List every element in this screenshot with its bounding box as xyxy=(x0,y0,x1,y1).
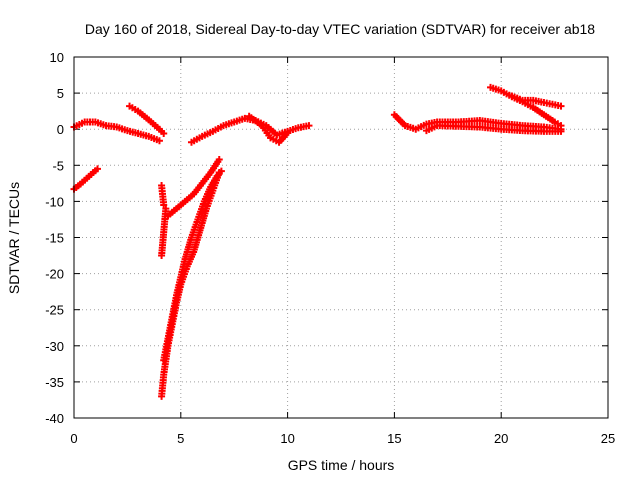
y-tick-label: -5 xyxy=(52,158,64,173)
y-tick-label: -25 xyxy=(45,303,64,318)
axis-ticks: 0 5 10 15 20 25 -40 -35 -30 -25 -20 -15 -10 -5 0 5 10 xyxy=(45,50,615,446)
y-tick-label: -35 xyxy=(45,375,64,390)
y-tick-label: -20 xyxy=(45,267,64,282)
x-axis-label: GPS time / hours xyxy=(288,457,395,473)
y-tick-label: -15 xyxy=(45,231,64,246)
series-upper-band-a xyxy=(70,118,163,145)
y-tick-label: -30 xyxy=(45,339,64,354)
y-tick-label: 0 xyxy=(57,122,64,137)
plot-frame xyxy=(73,56,609,419)
data-point xyxy=(93,165,101,173)
chart-title: Day 160 of 2018, Sidereal Day-to-day VTE… xyxy=(85,21,595,37)
grid xyxy=(74,57,608,418)
series-upper-band-c xyxy=(187,114,313,146)
data-marks xyxy=(70,83,565,400)
x-tick-label: 10 xyxy=(280,431,294,446)
x-tick-label: 5 xyxy=(177,431,184,446)
data-point xyxy=(305,122,313,130)
data-point xyxy=(158,252,166,260)
data-point xyxy=(160,201,168,209)
x-tick-label: 20 xyxy=(494,431,508,446)
data-point xyxy=(557,102,565,110)
data-point xyxy=(155,137,163,145)
data-point xyxy=(284,129,292,137)
series-right-band-c xyxy=(508,92,565,110)
series-upper-band-d xyxy=(245,112,292,146)
series-right-band-d xyxy=(422,122,565,135)
series-lower-left xyxy=(70,165,101,193)
x-tick-label: 25 xyxy=(601,431,615,446)
data-point xyxy=(160,130,168,138)
series-dip-isolated xyxy=(158,182,170,260)
series-dip-track-c xyxy=(164,156,223,220)
y-tick-label: -40 xyxy=(45,411,64,426)
y-axis-label: SDTVAR / TECUs xyxy=(6,182,22,294)
data-point xyxy=(557,127,565,135)
series-upper-band-b xyxy=(126,102,168,138)
y-tick-label: -10 xyxy=(45,194,64,209)
series-dip-track-a xyxy=(158,169,223,400)
data-point xyxy=(215,156,223,164)
data-point xyxy=(217,167,225,175)
series-dip-track-b xyxy=(160,167,225,364)
y-tick-label: 5 xyxy=(57,86,64,101)
x-tick-label: 15 xyxy=(387,431,401,446)
x-tick-label: 0 xyxy=(70,431,77,446)
y-tick-label: 10 xyxy=(50,50,64,65)
